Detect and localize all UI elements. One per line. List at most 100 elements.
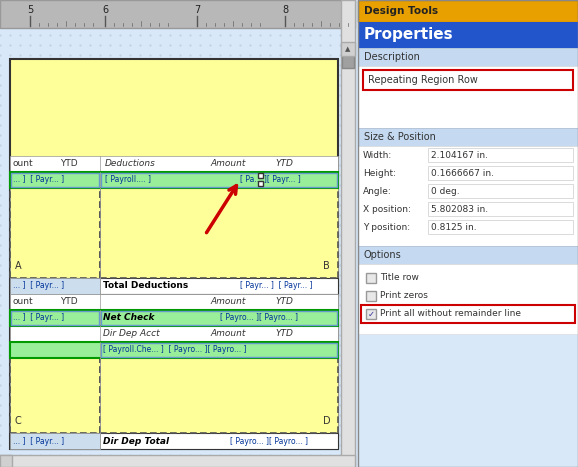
Bar <box>101 343 337 357</box>
Bar <box>0 0 355 28</box>
Text: ount: ount <box>13 297 34 306</box>
Bar <box>10 278 100 294</box>
Text: 0 deg.: 0 deg. <box>431 186 460 196</box>
Bar <box>358 128 578 146</box>
Bar <box>10 433 338 449</box>
Text: Height:: Height: <box>363 169 396 177</box>
Bar <box>10 59 338 449</box>
Text: Dir Dep Total: Dir Dep Total <box>103 437 169 446</box>
Text: YTD: YTD <box>60 160 77 169</box>
Text: Total Deductions: Total Deductions <box>103 282 188 290</box>
Bar <box>10 433 100 449</box>
Bar <box>10 294 338 310</box>
Text: Amount: Amount <box>210 160 246 169</box>
Text: [ Payr... ]  [ Payr... ]: [ Payr... ] [ Payr... ] <box>240 282 313 290</box>
Text: ... ]  [ Payr... ]: ... ] [ Payr... ] <box>13 176 64 184</box>
Bar <box>428 202 573 216</box>
Bar <box>11 173 99 187</box>
Bar <box>10 342 338 358</box>
Bar <box>363 70 573 90</box>
Text: Design Tools: Design Tools <box>364 6 438 16</box>
Text: Properties: Properties <box>364 28 454 42</box>
Bar <box>0 455 355 467</box>
Text: YTD: YTD <box>275 297 293 306</box>
Bar <box>0 28 341 455</box>
Bar <box>0 455 12 467</box>
Bar <box>10 278 338 294</box>
Text: Description: Description <box>364 52 420 62</box>
Text: Width:: Width: <box>363 150 392 160</box>
Text: ✓: ✓ <box>368 310 375 318</box>
Text: ▲: ▲ <box>345 46 351 52</box>
Text: Dir Dep Acct: Dir Dep Acct <box>103 330 160 339</box>
Text: 2.104167 in.: 2.104167 in. <box>431 150 488 160</box>
Text: [ Payroll.... ]: [ Payroll.... ] <box>105 176 151 184</box>
Bar <box>366 309 376 319</box>
Text: YTD: YTD <box>275 160 293 169</box>
Text: Title row: Title row <box>380 274 419 283</box>
Text: D: D <box>323 416 331 426</box>
Text: ... ]  [ Payr... ]: ... ] [ Payr... ] <box>13 282 64 290</box>
Bar <box>10 172 338 188</box>
Text: B: B <box>323 261 330 271</box>
Bar <box>101 173 337 187</box>
Text: C: C <box>15 416 22 426</box>
Text: Repeating Region Row: Repeating Region Row <box>368 75 478 85</box>
Bar <box>358 0 578 22</box>
Bar <box>10 188 100 278</box>
Bar <box>100 188 338 278</box>
Bar <box>101 311 337 325</box>
Text: ... ]  [ Payr... ]: ... ] [ Payr... ] <box>13 437 64 446</box>
Text: Size & Position: Size & Position <box>364 132 436 142</box>
Text: X position:: X position: <box>363 205 411 213</box>
Text: ount: ount <box>13 160 34 169</box>
Text: Deductions: Deductions <box>105 160 156 169</box>
Text: 8: 8 <box>282 5 288 15</box>
Bar <box>358 66 578 128</box>
Text: 6: 6 <box>102 5 108 15</box>
Bar <box>258 173 263 178</box>
Text: Print all without remainder line: Print all without remainder line <box>380 310 521 318</box>
Bar <box>428 166 573 180</box>
Bar <box>10 156 338 172</box>
Text: Options: Options <box>364 250 402 260</box>
Bar <box>10 358 100 433</box>
Bar <box>358 264 578 334</box>
Text: Amount: Amount <box>210 330 246 339</box>
Bar <box>358 246 578 264</box>
Bar <box>428 220 573 234</box>
Bar <box>358 48 578 66</box>
Text: YTD: YTD <box>60 297 77 306</box>
Bar <box>10 310 338 326</box>
Text: [ Payro... ][ Payro... ]: [ Payro... ][ Payro... ] <box>230 437 308 446</box>
Text: YTD: YTD <box>275 330 293 339</box>
Text: [ Payroll.Che... ]  [ Payro... ][ Payro... ]: [ Payroll.Che... ] [ Payro... ][ Payro..… <box>103 346 246 354</box>
Text: Amount: Amount <box>210 297 246 306</box>
Bar <box>428 184 573 198</box>
Text: Y position:: Y position: <box>363 222 410 232</box>
Bar <box>358 0 578 467</box>
Text: A: A <box>15 261 21 271</box>
Text: [ Payro... ][ Payro... ]: [ Payro... ][ Payro... ] <box>220 313 298 323</box>
Text: 0.8125 in.: 0.8125 in. <box>431 222 477 232</box>
Bar <box>358 22 578 48</box>
Bar <box>342 48 354 68</box>
Bar <box>366 291 376 301</box>
Text: 5: 5 <box>27 5 33 15</box>
Text: Net Check: Net Check <box>103 313 154 323</box>
Bar <box>361 305 575 323</box>
Bar <box>258 181 263 186</box>
Text: 7: 7 <box>194 5 200 15</box>
Text: Angle:: Angle: <box>363 186 392 196</box>
Bar <box>0 28 341 59</box>
Bar <box>10 326 338 342</box>
Bar <box>428 148 573 162</box>
Bar <box>341 42 355 56</box>
Text: Print zeros: Print zeros <box>380 291 428 300</box>
Bar <box>0 0 355 467</box>
Bar <box>366 273 376 283</box>
Bar <box>11 311 99 325</box>
Text: 5.802083 in.: 5.802083 in. <box>431 205 488 213</box>
Text: 0.1666667 in.: 0.1666667 in. <box>431 169 494 177</box>
Bar <box>358 146 578 246</box>
